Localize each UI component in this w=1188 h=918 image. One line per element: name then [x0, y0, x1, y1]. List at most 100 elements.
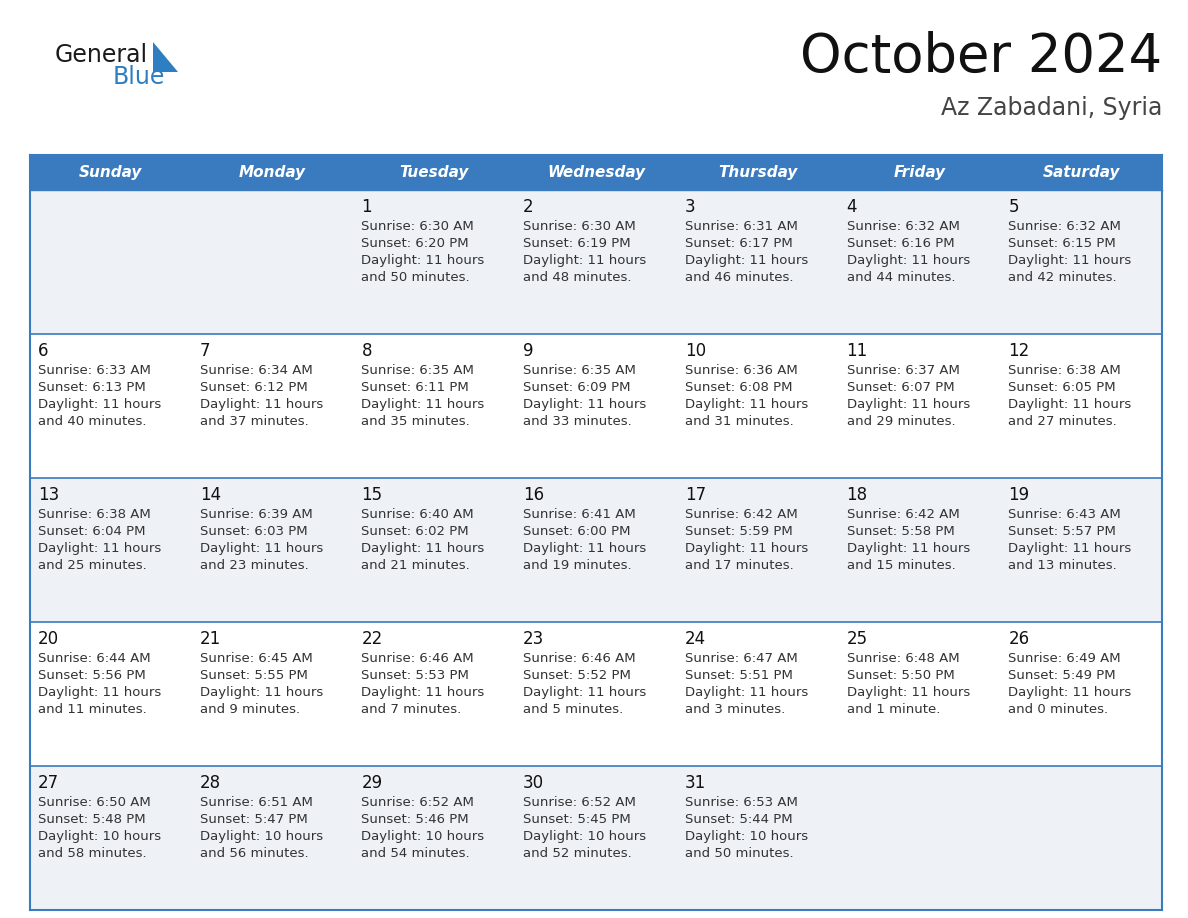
Text: Daylight: 11 hours: Daylight: 11 hours [1009, 398, 1131, 411]
Bar [30, 478, 191, 622]
Bar [677, 190, 839, 334]
Text: 13: 13 [38, 486, 59, 504]
Text: 29: 29 [361, 774, 383, 792]
Text: Daylight: 11 hours: Daylight: 11 hours [38, 398, 162, 411]
Text: and 42 minutes.: and 42 minutes. [1009, 271, 1117, 284]
Text: and 11 minutes.: and 11 minutes. [38, 703, 147, 716]
Text: 8: 8 [361, 342, 372, 360]
Text: and 50 minutes.: and 50 minutes. [361, 271, 470, 284]
Text: Sunset: 5:58 PM: Sunset: 5:58 PM [847, 525, 954, 538]
Text: Daylight: 11 hours: Daylight: 11 hours [847, 542, 969, 555]
Text: Daylight: 11 hours: Daylight: 11 hours [847, 686, 969, 699]
Text: and 35 minutes.: and 35 minutes. [361, 415, 470, 428]
Text: Sunrise: 6:32 AM: Sunrise: 6:32 AM [1009, 220, 1121, 233]
Text: Sunset: 5:49 PM: Sunset: 5:49 PM [1009, 669, 1116, 682]
Text: Sunset: 6:09 PM: Sunset: 6:09 PM [523, 381, 631, 394]
Text: and 1 minute.: and 1 minute. [847, 703, 940, 716]
Text: 28: 28 [200, 774, 221, 792]
Text: and 29 minutes.: and 29 minutes. [847, 415, 955, 428]
Bar [1000, 190, 1162, 334]
Bar [1000, 766, 1162, 910]
Text: Sunset: 5:52 PM: Sunset: 5:52 PM [523, 669, 631, 682]
Text: and 15 minutes.: and 15 minutes. [847, 559, 955, 572]
Text: Sunrise: 6:48 AM: Sunrise: 6:48 AM [847, 652, 959, 665]
Bar [516, 622, 677, 766]
Text: Sunset: 5:44 PM: Sunset: 5:44 PM [684, 813, 792, 826]
Text: Sunrise: 6:32 AM: Sunrise: 6:32 AM [847, 220, 960, 233]
Bar [839, 622, 1000, 766]
Bar [1000, 622, 1162, 766]
Text: Daylight: 10 hours: Daylight: 10 hours [200, 830, 323, 843]
Text: Sunset: 5:55 PM: Sunset: 5:55 PM [200, 669, 308, 682]
Text: and 3 minutes.: and 3 minutes. [684, 703, 785, 716]
Text: Sunset: 6:08 PM: Sunset: 6:08 PM [684, 381, 792, 394]
Text: and 13 minutes.: and 13 minutes. [1009, 559, 1117, 572]
Bar [516, 478, 677, 622]
Text: Daylight: 11 hours: Daylight: 11 hours [523, 254, 646, 267]
Text: Daylight: 11 hours: Daylight: 11 hours [361, 254, 485, 267]
Text: Sunset: 6:12 PM: Sunset: 6:12 PM [200, 381, 308, 394]
Text: Sunset: 5:47 PM: Sunset: 5:47 PM [200, 813, 308, 826]
Text: Daylight: 11 hours: Daylight: 11 hours [684, 398, 808, 411]
Bar [677, 766, 839, 910]
Text: and 54 minutes.: and 54 minutes. [361, 847, 470, 860]
Text: 10: 10 [684, 342, 706, 360]
Text: and 48 minutes.: and 48 minutes. [523, 271, 632, 284]
Polygon shape [153, 42, 178, 72]
Bar [353, 766, 516, 910]
Bar [353, 622, 516, 766]
Text: Daylight: 11 hours: Daylight: 11 hours [200, 398, 323, 411]
Bar [516, 190, 677, 334]
Text: Sunrise: 6:38 AM: Sunrise: 6:38 AM [38, 508, 151, 521]
Text: Sunset: 5:56 PM: Sunset: 5:56 PM [38, 669, 146, 682]
Text: Saturday: Saturday [1042, 165, 1120, 180]
Text: and 46 minutes.: and 46 minutes. [684, 271, 794, 284]
Text: 20: 20 [38, 630, 59, 648]
Text: Daylight: 11 hours: Daylight: 11 hours [684, 254, 808, 267]
Text: Sunrise: 6:37 AM: Sunrise: 6:37 AM [847, 364, 960, 377]
Text: Blue: Blue [113, 65, 165, 89]
Text: General: General [55, 43, 148, 67]
Bar [677, 155, 839, 190]
Text: 5: 5 [1009, 198, 1019, 216]
Text: and 58 minutes.: and 58 minutes. [38, 847, 146, 860]
Text: Daylight: 11 hours: Daylight: 11 hours [1009, 542, 1131, 555]
Text: Sunset: 5:51 PM: Sunset: 5:51 PM [684, 669, 792, 682]
Text: Sunrise: 6:34 AM: Sunrise: 6:34 AM [200, 364, 312, 377]
Text: Sunset: 6:07 PM: Sunset: 6:07 PM [847, 381, 954, 394]
Bar [839, 766, 1000, 910]
Text: Sunset: 5:46 PM: Sunset: 5:46 PM [361, 813, 469, 826]
Bar [30, 190, 191, 334]
Text: 3: 3 [684, 198, 695, 216]
Bar [191, 622, 353, 766]
Bar [677, 622, 839, 766]
Text: Sunrise: 6:35 AM: Sunrise: 6:35 AM [523, 364, 636, 377]
Text: Sunrise: 6:35 AM: Sunrise: 6:35 AM [361, 364, 474, 377]
Text: 15: 15 [361, 486, 383, 504]
Text: Daylight: 11 hours: Daylight: 11 hours [38, 542, 162, 555]
Text: October 2024: October 2024 [800, 31, 1162, 83]
Text: Sunrise: 6:31 AM: Sunrise: 6:31 AM [684, 220, 797, 233]
Text: 19: 19 [1009, 486, 1030, 504]
Text: 16: 16 [523, 486, 544, 504]
Bar [30, 334, 191, 478]
Text: Sunrise: 6:53 AM: Sunrise: 6:53 AM [684, 796, 797, 809]
Bar [1000, 478, 1162, 622]
Text: and 5 minutes.: and 5 minutes. [523, 703, 624, 716]
Text: Sunrise: 6:40 AM: Sunrise: 6:40 AM [361, 508, 474, 521]
Text: Sunrise: 6:39 AM: Sunrise: 6:39 AM [200, 508, 312, 521]
Text: Daylight: 10 hours: Daylight: 10 hours [361, 830, 485, 843]
Text: 18: 18 [847, 486, 867, 504]
Text: and 17 minutes.: and 17 minutes. [684, 559, 794, 572]
Bar [353, 155, 516, 190]
Text: Daylight: 11 hours: Daylight: 11 hours [361, 542, 485, 555]
Text: Sunrise: 6:36 AM: Sunrise: 6:36 AM [684, 364, 797, 377]
Text: Sunset: 5:50 PM: Sunset: 5:50 PM [847, 669, 954, 682]
Text: Sunrise: 6:46 AM: Sunrise: 6:46 AM [361, 652, 474, 665]
Text: Daylight: 10 hours: Daylight: 10 hours [38, 830, 162, 843]
Text: and 56 minutes.: and 56 minutes. [200, 847, 309, 860]
Text: Sunrise: 6:42 AM: Sunrise: 6:42 AM [684, 508, 797, 521]
Text: 14: 14 [200, 486, 221, 504]
Text: Sunset: 5:48 PM: Sunset: 5:48 PM [38, 813, 146, 826]
Text: 31: 31 [684, 774, 706, 792]
